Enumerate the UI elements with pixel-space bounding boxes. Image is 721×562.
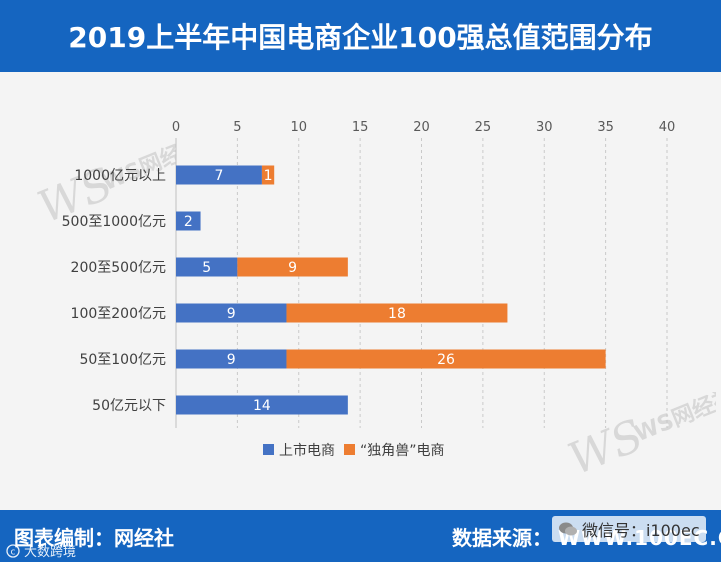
copyright-icon: c [6,543,20,558]
wechat-icon [559,522,577,536]
bar-listed [176,303,287,323]
bar-unicorn [286,349,606,369]
x-tick-label: 5 [233,120,241,135]
category-label: 100至200亿元 [71,306,166,322]
data-label: 9 [227,306,236,322]
compiler-label: 图表编制：网经社 [14,526,174,550]
x-tick-label: 0 [172,120,180,135]
bar-listed [176,349,287,369]
category-label: 50至100亿元 [79,352,166,368]
category-label: 200至500亿元 [71,260,166,276]
data-label: 14 [253,398,271,414]
data-label: 9 [227,352,236,368]
category-label: 500至1000亿元 [62,214,166,230]
page-title: 2019上半年中国电商企业100强总值范围分布 [68,21,653,54]
credit-text: 大数跨境 [24,545,77,560]
svg-text:c: c [11,547,16,557]
wechat-badge: 微信号：i100ec [552,516,706,542]
chart-panel: WS WS网经社 WS WS网经社 0 5 10 15 20 25 30 35 40 1000亿元… [0,72,721,510]
x-tick-label: 40 [659,120,676,135]
legend-swatch-unicorn [344,444,355,455]
bar-unicorn [261,165,275,185]
legend-label: “独角兽”电商 [360,443,445,459]
x-tick-label: 10 [290,120,307,135]
wechat-id: 微信号：i100ec [582,521,700,540]
bar-listed [176,211,201,231]
bar-listed [176,257,238,277]
category-label: 1000亿元以上 [74,168,166,184]
bar-chart: 0 5 10 15 20 25 30 35 40 1000亿元以上 7 1 500至1000亿元 2 200… [62,120,676,459]
credit-watermark: c 大数跨境 [6,541,76,560]
footer-bar: 图表编制：网经社 数据来源：WWW.100EC.CN 微信号：i100ec c … [0,510,721,562]
data-label: 18 [388,306,406,322]
x-tick-label: 15 [352,120,369,135]
bar-unicorn [237,257,348,277]
x-tick-label: 30 [536,120,553,135]
data-label: 26 [437,352,455,368]
data-label: 2 [184,214,193,230]
x-tick-label: 25 [475,120,492,135]
source-label: 数据来源： [452,526,552,550]
x-tick-label: 35 [597,120,614,135]
legend-label: 上市电商 [279,442,335,459]
bar-listed [176,165,262,185]
data-label: 7 [215,168,224,184]
data-label: 5 [202,260,211,276]
bar-unicorn [286,303,508,323]
category-label: 50亿元以下 [92,398,166,414]
x-tick-label: 20 [413,120,430,135]
data-label: 9 [288,260,297,276]
legend-swatch-listed [263,444,274,455]
bar-listed [176,395,348,415]
header-bar: 2019上半年中国电商企业100强总值范围分布 [0,0,721,72]
data-label: 1 [264,168,273,184]
